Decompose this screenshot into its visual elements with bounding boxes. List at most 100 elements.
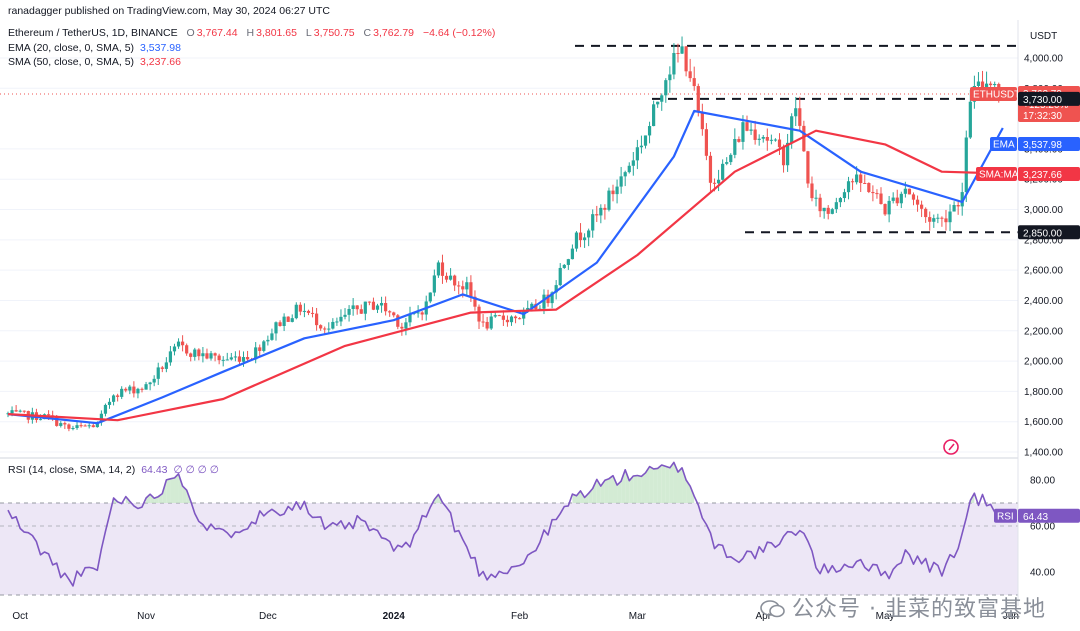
candle [915,195,920,212]
candle-body [347,308,351,315]
candle [643,135,648,149]
candle-body [359,309,363,314]
candle-body [928,217,932,222]
candle [233,351,237,362]
currency-label: USDT [1030,31,1057,42]
candle-body [615,186,619,195]
candle-body [331,321,335,329]
level-lower-tag-text: 2,850.00 [1023,228,1062,239]
candle-body [111,395,116,402]
candle-body [643,135,648,146]
candle-body [38,419,43,421]
candle-body [749,129,753,131]
sma-value-tag-bg [1018,167,1080,181]
candle [453,274,457,292]
candle-body [518,318,522,320]
candle-body [806,151,810,184]
ema-legend[interactable]: EMA (20, close, 0, SMA, 5) 3,537.98 [8,42,181,54]
candle-body [948,211,952,223]
candle-body [647,126,652,136]
candle-body [668,74,672,81]
candle [197,348,201,361]
candle [237,350,242,365]
price-gridlines [0,57,1018,453]
candle-body [278,322,282,326]
candle-body [241,357,246,362]
candle [562,264,566,269]
sma-tag-label: SMA:MA [979,170,1019,181]
rsi-line [7,461,1003,587]
candle [859,170,863,192]
rsi-overbought-fill [576,490,581,503]
candle-body [314,313,319,326]
candle [400,322,404,336]
candle [899,191,903,209]
candle [928,211,932,231]
rsi-overbought-fill [613,475,618,503]
candle-body [160,367,164,369]
sma-legend[interactable]: SMA (50, close, 0, SMA, 5) 3,237.66 [8,56,181,68]
candle-body [924,208,928,218]
candle-body [71,428,75,430]
rsi-tick-label: 40.00 [1030,568,1055,579]
candle-body [18,410,22,412]
candle [635,139,639,170]
rsi-overbought-fill [150,494,155,503]
candle [574,231,579,252]
candle [314,307,319,331]
candle-body [830,209,834,214]
candle-body [67,424,71,429]
candle-body [217,355,221,361]
candle [120,386,124,400]
candle [217,353,221,365]
candle-body [814,197,818,199]
candle-body [319,325,323,329]
ema-value-tag-text: 3,537.98 [1023,140,1062,151]
candle [306,309,311,316]
candle [684,45,688,77]
candle-body [838,198,842,203]
price-tick-label: 1,600.00 [1024,417,1063,428]
candle [103,403,108,417]
rsi-overbought-fill [588,488,593,503]
time-tick-label: Nov [137,611,155,622]
candle-body [704,129,709,156]
rsi-overbought-fill [645,466,650,503]
alert-icon[interactable] [943,439,959,455]
candle-body [554,285,558,293]
candle-body [989,83,993,86]
candle-body [136,388,140,394]
high-value: 3,801.65 [256,27,297,39]
candle-body [850,181,855,183]
candle [891,192,895,204]
candle-body [258,347,262,351]
level-upper-tag-text: 3,730.00 [1023,95,1062,106]
rsi-legend[interactable]: RSI (14, close, SMA, 14, 2) 64.43 ∅ ∅ ∅ ∅ [8,464,219,476]
price-tick-label: 4,000.00 [1024,54,1063,65]
candle-body [485,321,489,329]
candle-body [777,139,782,148]
candle-body [745,122,749,131]
price-tick-label: 2,600.00 [1024,266,1063,277]
candle [420,310,424,321]
rsi-overbought-fill [178,473,183,503]
candle-body [245,357,250,360]
candle-body [22,410,26,412]
candle [156,362,160,385]
rsi-overbought-fill [174,473,179,503]
sma-line [7,129,1003,422]
candle [448,268,453,281]
candle-body [473,296,477,307]
candle-body [497,315,501,317]
rsi-overbought-fill [166,478,171,503]
candle-body [371,301,376,310]
candle [725,157,729,166]
change-value: −4.64 (−0.12%) [422,27,496,39]
candle-body [294,304,298,319]
rsi-value-tag-bg [1018,508,1080,523]
candle-body [798,108,802,126]
candle [440,254,445,284]
candle-body [899,193,903,204]
candle [164,357,168,373]
level-upper-tag: 3,730.00 [1018,91,1080,106]
